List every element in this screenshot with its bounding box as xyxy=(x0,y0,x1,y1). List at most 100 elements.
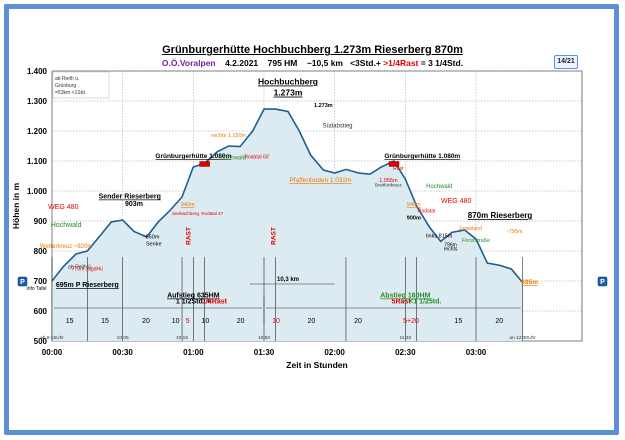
chart-annotation: Wetterkreuz ~820m xyxy=(40,244,92,250)
parking-right-badge-bg xyxy=(597,276,608,287)
start-note-line: ab Reith ü. xyxy=(55,76,79,82)
segment-minutes-label: 5 xyxy=(186,318,190,325)
chart-annotation: links 815m xyxy=(426,234,453,240)
chart-annotation: 940m xyxy=(407,202,421,208)
chart-annotation: Abstieg 160HM xyxy=(380,293,430,300)
y-axis-title: Höhen in m xyxy=(11,182,21,229)
rast-label: RAST xyxy=(186,227,193,245)
rast-label: RAST xyxy=(270,227,277,245)
x-axis-title: Zeit in Stunden xyxy=(286,360,347,370)
chart-annotation: Info Tafel xyxy=(26,286,46,292)
chart-annotation: rechts xyxy=(444,246,458,252)
subtitle-km: ~10,5 km xyxy=(306,58,343,68)
x-tick-label: 03:00 xyxy=(466,348,487,357)
chart-annotation: + <1 1/25td. xyxy=(403,299,441,306)
chart-annotation: Rast xyxy=(393,166,404,172)
y-tick-label: 1.300 xyxy=(27,97,48,106)
step-time-label: 11:30 xyxy=(400,335,412,341)
chart-annotation: 5Rast xyxy=(392,299,412,306)
chart-annotation: 900m xyxy=(407,216,421,222)
chart-annotation: Hochwald xyxy=(426,184,452,190)
chart-annotation: 1.273m xyxy=(314,103,333,109)
chart-annotation: 796m xyxy=(444,243,457,249)
chart-annotation: Sender Rieserberg xyxy=(99,194,161,201)
chart-annotation: 695m xyxy=(521,279,538,286)
subtitle-hm: 795 HM xyxy=(267,58,298,68)
subtitle-club: O.Ö.Voralpen xyxy=(161,58,216,68)
step-time-label: 10:15 xyxy=(176,335,188,341)
parking-right-badge: P xyxy=(600,279,605,286)
parking-left-badge-bg xyxy=(17,276,28,287)
chart-annotation: WEG 480 xyxy=(441,198,471,205)
x-tick-label: 01:00 xyxy=(183,348,204,357)
chart-annotation: 770m JagdHü xyxy=(72,267,103,273)
subtitle-rast: >1/4Rast xyxy=(383,58,419,68)
chart-annotation: 1.055m xyxy=(379,178,398,184)
y-tick-label: 700 xyxy=(34,277,48,286)
subtitle-time: <3Std.+ xyxy=(350,58,381,68)
profile-fill xyxy=(52,109,523,341)
chart-annotation: Forststraße xyxy=(462,238,490,244)
y-tick-label: 900 xyxy=(34,217,48,226)
axes: 500 600 700 800 900 1.000 1.100 1.200 1.300 1.400… xyxy=(11,67,487,370)
chart-annotation: 10,3 km xyxy=(277,277,299,283)
rest-hut-marker xyxy=(388,161,400,167)
chart-annotation: Senke xyxy=(146,242,162,248)
chart-annotation: 1/4Rast xyxy=(202,299,228,306)
chart-annotation: Pfaffenboden 1.032m xyxy=(290,177,352,184)
x-tick-label: 00:30 xyxy=(112,348,133,357)
chart-annotation: rechts 1.150m xyxy=(211,133,246,139)
start-note-box xyxy=(52,71,110,99)
chart-annotation: Rodatal xyxy=(418,209,435,215)
segment-minutes-label: 20 xyxy=(354,318,362,325)
chart-annotation: 1.273m xyxy=(274,88,303,98)
segment-minutes-label: 15 xyxy=(101,318,109,325)
profile-line xyxy=(51,108,524,284)
chart-annotation: 903m xyxy=(125,201,143,208)
chart-annotation: Rodatal 60' xyxy=(244,155,269,161)
chart-annotation: 940m xyxy=(181,202,195,208)
subtitle-total: = 3 1/4Std. xyxy=(420,58,464,68)
segment-minutes-label: 10 xyxy=(201,318,209,325)
step-markers: ab 9:15Uhr 10:05 10:15 10:50 11:30 an 12:30Uh… xyxy=(40,257,536,341)
start-note-line: Grünburg xyxy=(55,83,76,89)
y-tick-label: 500 xyxy=(34,337,48,346)
chart-title: Grünburgerhütte Hochbuchberg 1.273m Ries… xyxy=(162,44,463,56)
chart-annotation: ~795m xyxy=(506,229,523,235)
segment-minutes-label: 20 xyxy=(307,318,315,325)
chart-annotation: 1 1/2Std. + xyxy=(176,299,211,306)
segment-minutes-label: 15 xyxy=(66,318,74,325)
segment-minutes-label: 10 xyxy=(172,318,180,325)
step-time-label: 10:50 xyxy=(258,335,270,341)
chart-annotation: Seebachberg. Rodatal 47 xyxy=(172,211,224,216)
y-tick-label: 600 xyxy=(34,307,48,316)
chart-annotation: Südabstieg xyxy=(322,123,352,129)
x-tick-label: 02:00 xyxy=(324,348,345,357)
segment-minutes-label: 15 xyxy=(454,318,462,325)
chart-annotation: 870m Rieserberg xyxy=(468,211,533,220)
step-time-label: 10:05 xyxy=(117,335,129,341)
subtitle-date: 4.2.2021 xyxy=(225,58,259,68)
segment-minutes-label: 20 xyxy=(495,318,503,325)
chart-annotation: Hochwald xyxy=(51,222,82,229)
chart-annotation: ab Reith ü. xyxy=(68,264,92,270)
y-tick-label: 800 xyxy=(34,247,48,256)
y-tick-label: 1.200 xyxy=(27,127,48,136)
chart-subtitle: O.Ö.Voralpen 4.2.2021 795 HM ~10,5 km <3… xyxy=(0,58,625,68)
chart-annotation: Jagastand xyxy=(459,226,482,232)
parking-left-badge: P xyxy=(20,279,25,286)
chart-annotation: Hochbuchberg xyxy=(258,77,318,87)
step-time-label: an 12:30Uhr xyxy=(509,335,536,341)
chart-annotation: Aufstieg 635HM xyxy=(167,293,220,300)
x-tick-label: 01:30 xyxy=(254,348,275,357)
chart-annotation: ~860m xyxy=(142,234,159,240)
chart-annotation: WEG 480 xyxy=(48,204,78,211)
page-number-badge[interactable]: 14/21 xyxy=(554,55,578,69)
start-note-line: =53km <1Std. xyxy=(55,90,86,96)
segment-minutes-label: 20 xyxy=(237,318,245,325)
segment-minutes-label: 5+20 xyxy=(403,318,419,325)
chart-annotation: Breitfurtkreuz xyxy=(375,183,403,188)
y-tick-label: 1.400 xyxy=(27,67,48,76)
